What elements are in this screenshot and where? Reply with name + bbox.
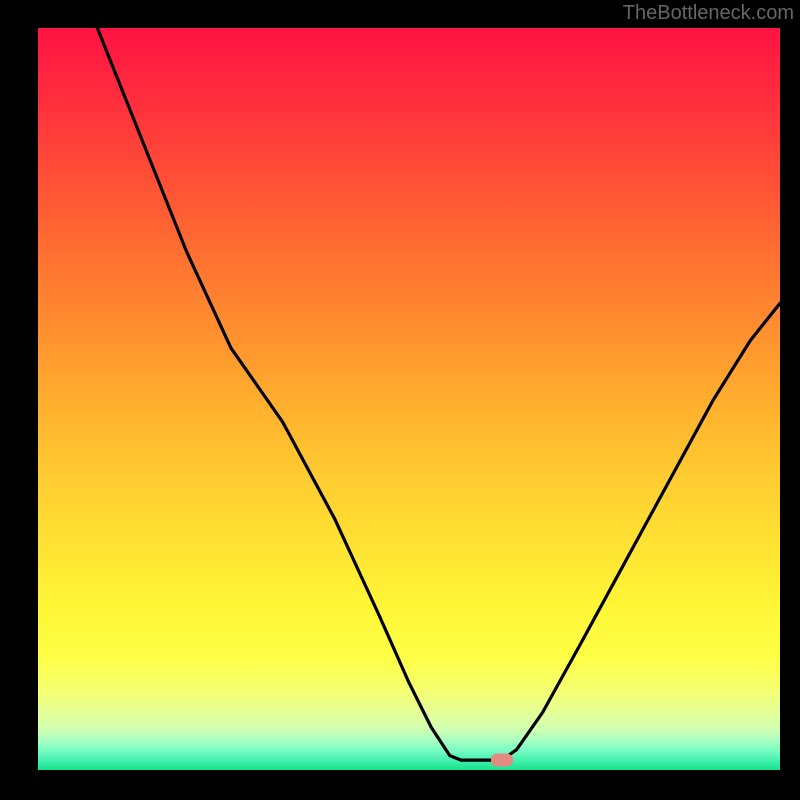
minimum-marker: [491, 754, 513, 767]
plot-area: [38, 28, 780, 772]
attribution-text: TheBottleneck.com: [623, 2, 794, 25]
curve-line: [38, 28, 780, 772]
